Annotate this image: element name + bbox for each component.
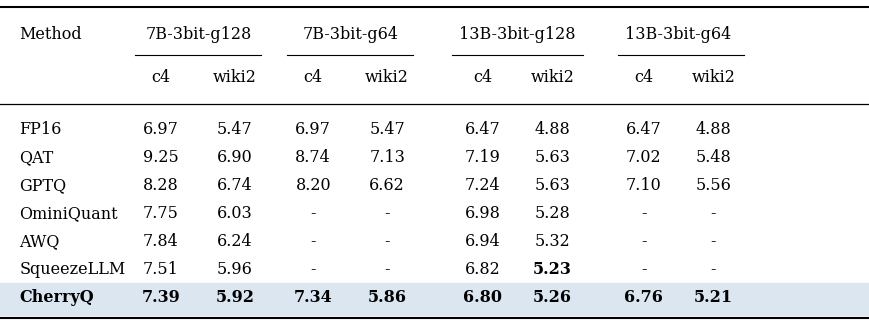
Text: 6.80: 6.80 [463, 289, 501, 306]
Text: wiki2: wiki2 [691, 70, 734, 86]
Text: 5.96: 5.96 [216, 261, 253, 278]
Text: -: - [384, 261, 389, 278]
Text: 5.86: 5.86 [368, 289, 406, 306]
Text: 7B-3bit-g64: 7B-3bit-g64 [302, 26, 398, 43]
Text: 6.97: 6.97 [295, 122, 331, 138]
Text: 6.62: 6.62 [368, 177, 405, 194]
Text: 7.75: 7.75 [143, 205, 179, 222]
Text: 4.88: 4.88 [694, 122, 731, 138]
Text: 6.97: 6.97 [143, 122, 179, 138]
Text: 6.03: 6.03 [216, 205, 253, 222]
Text: 6.47: 6.47 [625, 122, 661, 138]
Text: 7.51: 7.51 [143, 261, 179, 278]
Text: 7.24: 7.24 [465, 177, 500, 194]
Text: SqueezeLLM: SqueezeLLM [19, 261, 125, 278]
Text: -: - [710, 205, 715, 222]
Text: -: - [310, 233, 315, 250]
Text: QAT: QAT [19, 150, 53, 166]
Text: -: - [710, 233, 715, 250]
Text: 5.56: 5.56 [694, 177, 731, 194]
Text: 4.88: 4.88 [534, 122, 570, 138]
Text: 9.25: 9.25 [143, 150, 179, 166]
Text: wiki2: wiki2 [530, 70, 574, 86]
Text: 6.98: 6.98 [464, 205, 501, 222]
Text: 6.76: 6.76 [624, 289, 662, 306]
Text: c4: c4 [473, 70, 492, 86]
Text: -: - [310, 205, 315, 222]
Text: 8.28: 8.28 [143, 177, 179, 194]
Text: -: - [640, 205, 646, 222]
Text: 5.28: 5.28 [534, 205, 570, 222]
Text: 7.13: 7.13 [368, 150, 405, 166]
Text: 7.02: 7.02 [626, 150, 660, 166]
Text: -: - [710, 261, 715, 278]
Text: 7.19: 7.19 [464, 150, 501, 166]
Text: -: - [640, 261, 646, 278]
Text: 5.32: 5.32 [534, 233, 570, 250]
Text: 7.84: 7.84 [143, 233, 179, 250]
Text: 6.47: 6.47 [464, 122, 501, 138]
Text: CherryQ: CherryQ [19, 289, 94, 306]
Text: AWQ: AWQ [19, 233, 59, 250]
Text: -: - [640, 233, 646, 250]
Text: 5.63: 5.63 [534, 150, 570, 166]
Text: 5.47: 5.47 [216, 122, 253, 138]
Text: Method: Method [19, 26, 82, 43]
Text: -: - [384, 233, 389, 250]
Text: 6.94: 6.94 [464, 233, 501, 250]
Text: 8.20: 8.20 [295, 177, 330, 194]
Text: 7.34: 7.34 [294, 289, 332, 306]
Text: wiki2: wiki2 [213, 70, 256, 86]
Text: GPTQ: GPTQ [19, 177, 66, 194]
Text: 13B-3bit-g128: 13B-3bit-g128 [459, 26, 575, 43]
Text: 7B-3bit-g128: 7B-3bit-g128 [145, 26, 251, 43]
Text: c4: c4 [303, 70, 322, 86]
Text: 6.74: 6.74 [216, 177, 253, 194]
Text: 7.39: 7.39 [142, 289, 180, 306]
Text: c4: c4 [151, 70, 170, 86]
Text: 5.48: 5.48 [694, 150, 731, 166]
Text: 5.63: 5.63 [534, 177, 570, 194]
Text: FP16: FP16 [19, 122, 62, 138]
Text: wiki2: wiki2 [365, 70, 408, 86]
Text: 7.10: 7.10 [625, 177, 661, 194]
Text: 5.21: 5.21 [693, 289, 732, 306]
Text: 5.92: 5.92 [216, 289, 254, 306]
Text: 5.26: 5.26 [533, 289, 571, 306]
Text: 6.24: 6.24 [217, 233, 252, 250]
Text: -: - [310, 261, 315, 278]
Text: 5.23: 5.23 [533, 261, 571, 278]
Text: c4: c4 [634, 70, 653, 86]
Text: 6.90: 6.90 [216, 150, 253, 166]
Text: OminiQuant: OminiQuant [19, 205, 117, 222]
Text: 6.82: 6.82 [464, 261, 501, 278]
Bar [0, 283, 869, 315]
Text: 13B-3bit-g64: 13B-3bit-g64 [625, 26, 731, 43]
Text: 8.74: 8.74 [295, 150, 331, 166]
Text: 5.47: 5.47 [368, 122, 405, 138]
Text: -: - [384, 205, 389, 222]
